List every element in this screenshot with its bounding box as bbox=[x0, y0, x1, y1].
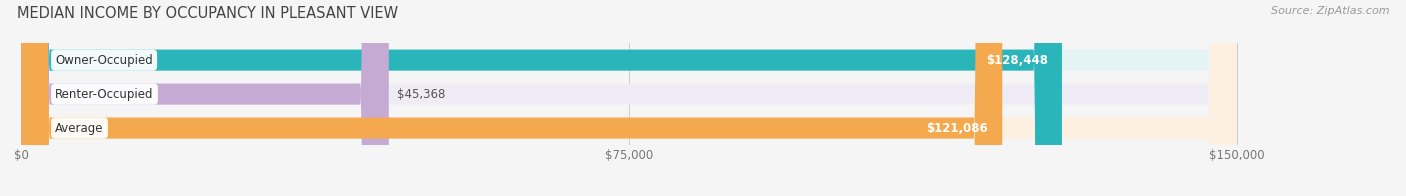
Text: Owner-Occupied: Owner-Occupied bbox=[55, 54, 153, 67]
Text: Renter-Occupied: Renter-Occupied bbox=[55, 88, 153, 101]
Text: Source: ZipAtlas.com: Source: ZipAtlas.com bbox=[1271, 6, 1389, 16]
FancyBboxPatch shape bbox=[21, 0, 1236, 196]
Text: $45,368: $45,368 bbox=[398, 88, 446, 101]
FancyBboxPatch shape bbox=[21, 0, 1062, 196]
FancyBboxPatch shape bbox=[21, 0, 389, 196]
Text: $128,448: $128,448 bbox=[986, 54, 1047, 67]
Text: MEDIAN INCOME BY OCCUPANCY IN PLEASANT VIEW: MEDIAN INCOME BY OCCUPANCY IN PLEASANT V… bbox=[17, 6, 398, 21]
FancyBboxPatch shape bbox=[21, 0, 1236, 196]
FancyBboxPatch shape bbox=[21, 0, 1236, 196]
Text: Average: Average bbox=[55, 122, 104, 134]
Text: $121,086: $121,086 bbox=[927, 122, 988, 134]
FancyBboxPatch shape bbox=[21, 0, 1002, 196]
